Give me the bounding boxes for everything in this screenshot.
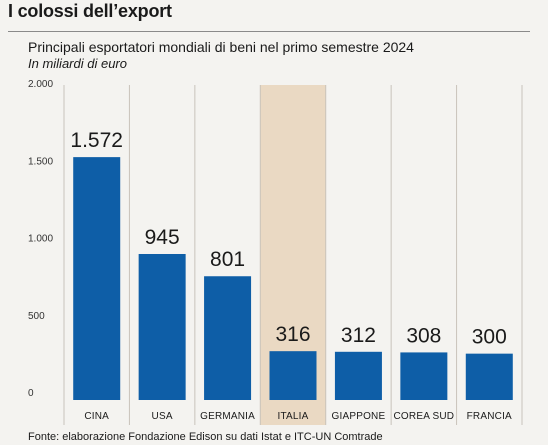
y-tick-label: 1.000	[28, 234, 53, 245]
y-tick-label: 500	[28, 311, 45, 322]
bar	[204, 276, 252, 400]
category-label: ITALIA	[277, 411, 308, 422]
bar	[269, 351, 317, 400]
category-label: USA	[152, 411, 173, 422]
bar	[138, 253, 186, 400]
bar	[334, 351, 382, 400]
y-tick-label: 0	[28, 388, 34, 399]
value-label: 801	[210, 248, 245, 271]
value-label: 308	[406, 324, 441, 347]
value-label: 945	[145, 226, 180, 249]
title-rule	[8, 31, 530, 32]
category-label: GERMANIA	[200, 411, 255, 422]
y-tick-label: 2.000	[28, 79, 53, 90]
value-label: 300	[472, 326, 507, 349]
category-label: GIAPPONE	[332, 411, 386, 422]
category-label: FRANCIA	[467, 411, 512, 422]
value-label: 1.572	[70, 129, 123, 152]
headline: I colossi dell’export	[8, 1, 172, 21]
source-note: Fonte: elaborazione Fondazione Edison su…	[28, 431, 383, 443]
value-label: 316	[275, 323, 310, 346]
category-label: COREA SUD	[394, 411, 455, 422]
bar	[400, 352, 448, 400]
bar	[465, 353, 513, 400]
value-label: 312	[341, 324, 376, 347]
bar	[73, 157, 121, 400]
chart-title: Principali esportatori mondiali di beni …	[28, 39, 414, 55]
chart-unit: In miliardi di euro	[28, 56, 127, 71]
y-tick-label: 1.500	[28, 156, 53, 167]
category-label: CINA	[84, 411, 109, 422]
